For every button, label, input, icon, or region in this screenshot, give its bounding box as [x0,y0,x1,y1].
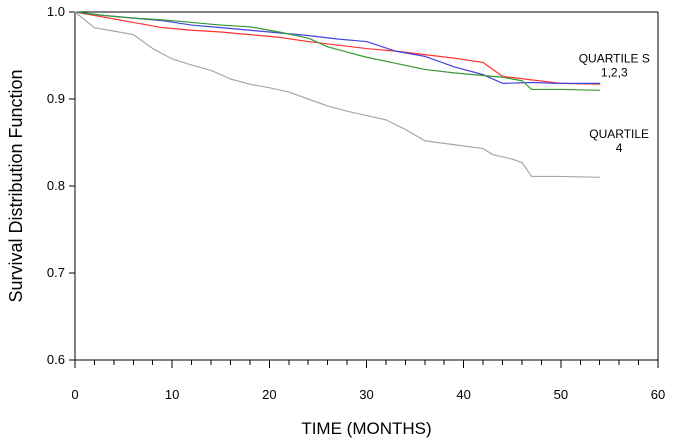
x-tick-label: 60 [651,387,665,402]
y-axis-label: Survival Distribution Function [6,69,26,302]
x-tick-label: 30 [359,387,373,402]
y-tick-label: 0.9 [47,91,65,106]
y-tick-label: 0.7 [47,265,65,280]
series-line-4 [74,11,601,178]
x-tick-label: 20 [262,387,276,402]
series-line-2 [74,11,601,84]
annotation-1-line-1: QUARTILE S [579,51,650,65]
x-tick-label: 50 [554,387,568,402]
annotation-2-line-2: 4 [616,141,623,155]
annotation-2-line-1: QUARTILE [589,127,649,141]
x-tick-label: 40 [456,387,470,402]
x-axis-label: TIME (MONTHS) [301,419,431,438]
y-tick-label: 1.0 [47,4,65,19]
series-line-3 [74,11,601,91]
annotation-1-line-2: 1,2,3 [601,65,628,79]
y-tick-label: 0.8 [47,178,65,193]
series-line-1 [74,11,601,85]
x-tick-label: 10 [165,387,179,402]
y-tick-label: 0.6 [47,352,65,367]
x-tick-label: 0 [71,387,78,402]
